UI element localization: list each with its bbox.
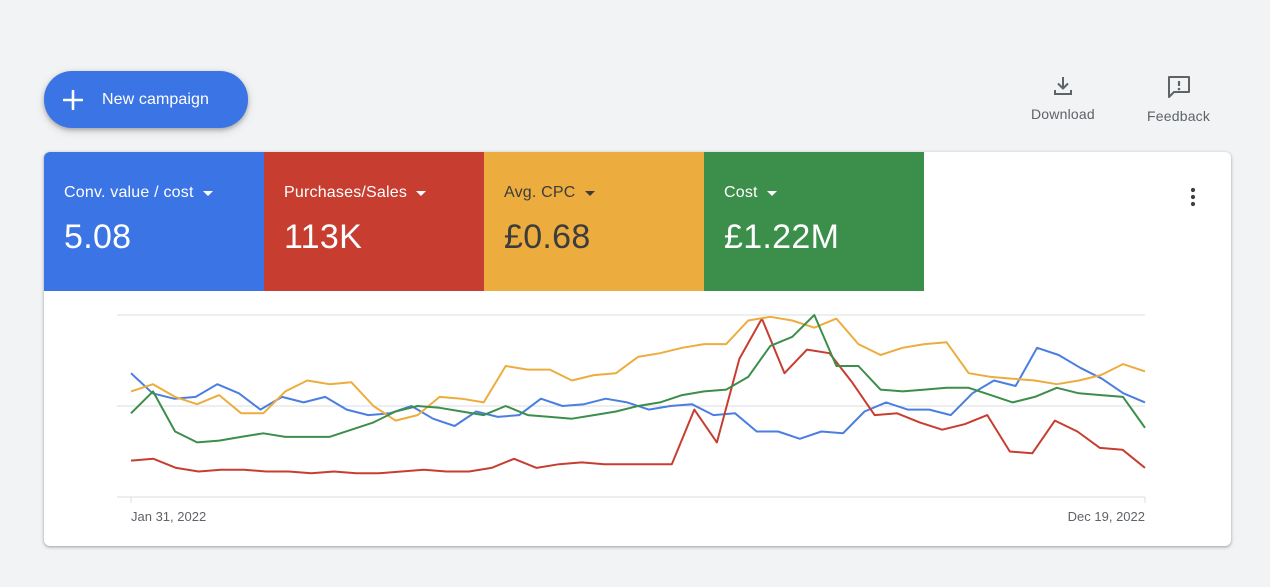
dropdown-caret-icon [584, 191, 595, 196]
dropdown-caret-icon [202, 191, 213, 196]
metric-value: £1.22M [724, 218, 840, 256]
download-label: Download [1031, 106, 1095, 122]
metric-avg-cpc[interactable]: Avg. CPC £0.68 [484, 152, 704, 291]
metric-cost[interactable]: Cost £1.22M [704, 152, 924, 291]
metric-label: Purchases/Sales [284, 184, 408, 201]
metric-label: Conv. value / cost [64, 184, 194, 201]
new-campaign-button[interactable]: New campaign [44, 71, 248, 128]
dropdown-caret-icon [416, 191, 427, 196]
feedback-icon [1167, 76, 1190, 98]
x-tick-label-end: Dec 19, 2022 [1068, 509, 1145, 524]
new-campaign-label: New campaign [102, 90, 210, 108]
dropdown-caret-icon [766, 191, 777, 196]
metric-label: Avg. CPC [504, 184, 576, 201]
feedback-button[interactable]: Feedback [1147, 74, 1210, 124]
performance-card: Conv. value / cost 5.08 Purchases/Sales … [44, 152, 1231, 546]
more-options-button[interactable] [1178, 182, 1208, 212]
download-icon [1053, 77, 1072, 95]
metric-value: 5.08 [64, 218, 132, 256]
series-line-cost [130, 314, 1146, 444]
metric-value: £0.68 [504, 218, 591, 256]
series-line-avg-cpc [130, 315, 1146, 422]
performance-line-chart: Jan 31, 2022 Dec 19, 2022 [117, 314, 1146, 524]
plus-icon [63, 89, 83, 110]
metric-value: 113K [284, 218, 363, 256]
series-line-purchases-sales [130, 317, 1146, 475]
metric-label: Cost [724, 184, 758, 201]
metric-purchases-sales[interactable]: Purchases/Sales 113K [264, 152, 484, 291]
more-vert-icon [1190, 187, 1196, 207]
download-button[interactable]: Download [1031, 74, 1095, 122]
x-tick-label-start: Jan 31, 2022 [131, 509, 206, 524]
metric-conv-value-cost[interactable]: Conv. value / cost 5.08 [44, 152, 264, 291]
feedback-label: Feedback [1147, 108, 1211, 124]
